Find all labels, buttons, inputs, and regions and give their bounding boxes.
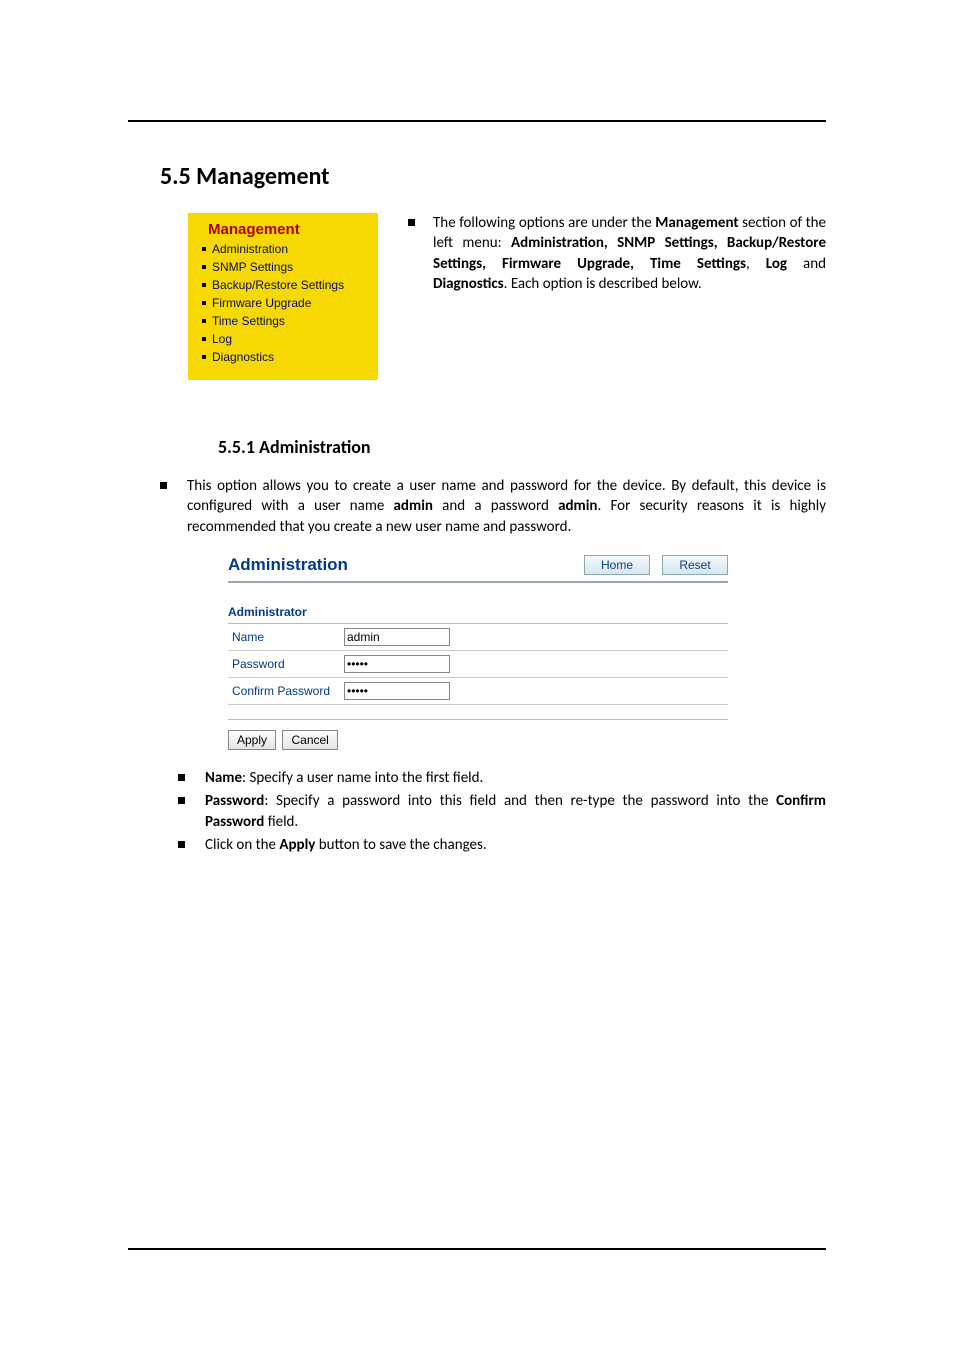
- cancel-button[interactable]: Cancel: [282, 730, 337, 750]
- bullet-icon: [202, 265, 206, 269]
- admin-description: This option allows you to create a user …: [187, 476, 826, 537]
- description-list: Name: Specify a user name into the first…: [178, 768, 826, 856]
- panel-title: Administration: [228, 555, 348, 575]
- text: ,: [746, 255, 766, 273]
- menu-link[interactable]: Log: [212, 330, 232, 348]
- menu-item-administration[interactable]: Administration: [202, 240, 368, 258]
- reset-button[interactable]: Reset: [662, 555, 728, 575]
- menu-link[interactable]: SNMP Settings: [212, 258, 293, 276]
- table-row: Name: [228, 624, 728, 651]
- list-item: Click on the Apply button to save the ch…: [205, 835, 826, 856]
- text-bold: admin: [558, 497, 597, 515]
- menu-item-log[interactable]: Log: [202, 330, 368, 348]
- text: field.: [264, 813, 298, 831]
- menu-title: Management: [208, 221, 368, 238]
- bullet-icon: [202, 283, 206, 287]
- text: and a password: [433, 497, 558, 515]
- apply-button[interactable]: Apply: [228, 730, 276, 750]
- subsection-heading: 5.5.1 Administration: [218, 436, 826, 458]
- menu-link[interactable]: Firmware Upgrade: [212, 294, 311, 312]
- confirm-password-label: Confirm Password: [228, 677, 340, 704]
- bullet-icon: [202, 337, 206, 341]
- bullet-icon: [178, 774, 185, 781]
- menu-link[interactable]: Diagnostics: [212, 348, 274, 366]
- text-bold: Management: [655, 214, 738, 232]
- text-bold: Diagnostics: [433, 275, 504, 293]
- text: and: [787, 255, 826, 273]
- menu-item-diagnostics[interactable]: Diagnostics: [202, 348, 368, 366]
- bullet-icon: [202, 247, 206, 251]
- intro-paragraph: The following options are under the Mana…: [433, 213, 826, 294]
- section-heading: 5.5 Management: [160, 162, 826, 191]
- text-bold: Name: [205, 769, 242, 787]
- text-bold: admin: [394, 497, 433, 515]
- name-label: Name: [228, 624, 340, 651]
- menu-item-backup-restore[interactable]: Backup/Restore Settings: [202, 276, 368, 294]
- bullet-icon: [202, 319, 206, 323]
- menu-item-snmp-settings[interactable]: SNMP Settings: [202, 258, 368, 276]
- admin-table: Name Password Confirm Password: [228, 624, 728, 705]
- confirm-password-input[interactable]: [344, 682, 450, 700]
- text: . Each option is described below.: [504, 275, 702, 293]
- list-item: Name: Specify a user name into the first…: [205, 768, 826, 789]
- bullet-icon: [178, 797, 185, 804]
- bullet-icon: [202, 301, 206, 305]
- text-bold: Password: [205, 792, 264, 810]
- text: : Specify a password into this field and…: [264, 792, 776, 810]
- menu-link[interactable]: Time Settings: [212, 312, 285, 330]
- bullet-icon: [202, 355, 206, 359]
- text: The following options are under the: [433, 214, 655, 232]
- menu-item-time-settings[interactable]: Time Settings: [202, 312, 368, 330]
- text: button to save the changes.: [315, 836, 486, 854]
- menu-item-firmware-upgrade[interactable]: Firmware Upgrade: [202, 294, 368, 312]
- bullet-icon: [178, 841, 185, 848]
- text-bold: Log: [766, 255, 787, 273]
- table-row: Confirm Password: [228, 677, 728, 704]
- home-button[interactable]: Home: [584, 555, 650, 575]
- name-input[interactable]: [344, 628, 450, 646]
- bullet-icon: [160, 482, 167, 489]
- menu-link[interactable]: Backup/Restore Settings: [212, 276, 344, 294]
- bullet-icon: [408, 219, 415, 226]
- administrator-label: Administrator: [228, 605, 728, 624]
- password-label: Password: [228, 650, 340, 677]
- password-input[interactable]: [344, 655, 450, 673]
- text: : Specify a user name into the first fie…: [242, 769, 483, 787]
- management-menu: Management Administration SNMP Settings …: [188, 213, 378, 380]
- table-row: Password: [228, 650, 728, 677]
- list-item: Password: Specify a password into this f…: [205, 791, 826, 833]
- menu-link[interactable]: Administration: [212, 240, 288, 258]
- administration-panel: Administration Home Reset Administrator …: [228, 555, 728, 750]
- text-bold: Apply: [279, 836, 315, 854]
- text: Click on the: [205, 836, 279, 854]
